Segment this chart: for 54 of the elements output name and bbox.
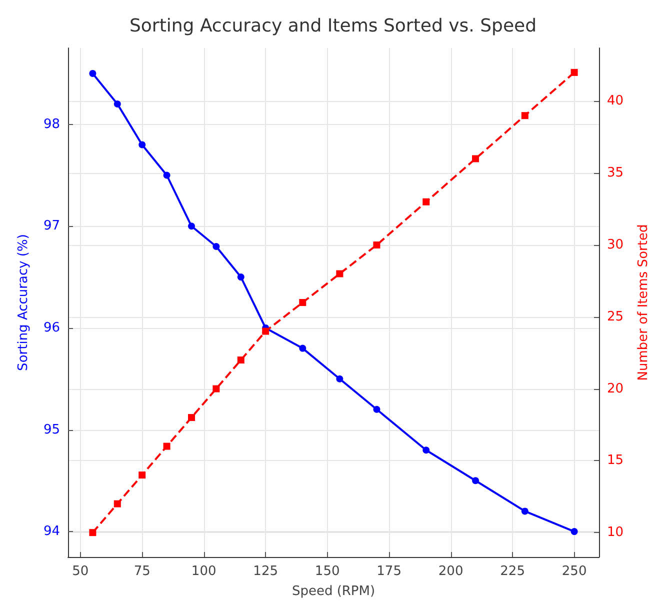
point bbox=[336, 270, 344, 278]
x-tick-label: 175 bbox=[376, 564, 402, 579]
x-tick-label: 125 bbox=[253, 564, 278, 579]
point bbox=[138, 472, 146, 479]
point bbox=[89, 70, 96, 77]
x-tick-label: 225 bbox=[500, 564, 525, 579]
y2-tick-label: 30 bbox=[607, 237, 624, 252]
x-tick-label: 250 bbox=[562, 564, 587, 579]
point bbox=[336, 375, 344, 382]
point bbox=[570, 68, 578, 76]
point bbox=[422, 198, 430, 206]
point bbox=[262, 328, 270, 335]
point bbox=[188, 414, 195, 422]
x-tick-label: 100 bbox=[191, 564, 216, 579]
point bbox=[570, 528, 578, 536]
point bbox=[299, 344, 306, 352]
y-tick-label: 96 bbox=[43, 320, 60, 336]
point bbox=[422, 446, 430, 454]
point bbox=[521, 112, 528, 120]
x-axis-title: Speed (RPM) bbox=[292, 584, 376, 599]
point bbox=[373, 241, 380, 248]
y2-tick-label: 15 bbox=[607, 453, 624, 468]
point bbox=[188, 222, 195, 230]
x-tick-label: 200 bbox=[438, 564, 464, 579]
point bbox=[472, 477, 480, 484]
point bbox=[237, 274, 244, 281]
point bbox=[521, 508, 528, 515]
y2-tick-label: 25 bbox=[607, 309, 624, 324]
point bbox=[89, 529, 96, 536]
y-tick-label: 98 bbox=[43, 116, 60, 132]
y-tick-label: 94 bbox=[43, 524, 60, 540]
point bbox=[114, 100, 121, 108]
y-axis-title: Sorting Accuracy (%) bbox=[16, 234, 31, 371]
point bbox=[373, 406, 380, 413]
point bbox=[472, 155, 480, 162]
point bbox=[212, 385, 220, 392]
x-tick-label: 50 bbox=[72, 564, 89, 579]
y-tick-label: 97 bbox=[43, 218, 60, 234]
chart-title: Sorting Accuracy and Items Sorted vs. Speed bbox=[129, 16, 537, 36]
point bbox=[299, 299, 306, 306]
y2-axis-title: Number of Items Sorted bbox=[636, 224, 651, 381]
point bbox=[163, 442, 170, 450]
y-tick-label: 95 bbox=[43, 422, 60, 438]
point bbox=[212, 243, 220, 250]
y2-tick-label: 20 bbox=[607, 381, 624, 396]
x-tick-label: 75 bbox=[134, 564, 150, 579]
point bbox=[163, 172, 170, 179]
y2-tick-label: 10 bbox=[607, 525, 624, 540]
y2-tick-label: 35 bbox=[607, 166, 624, 181]
x-tick-label: 150 bbox=[314, 564, 340, 579]
point bbox=[138, 141, 146, 148]
point bbox=[237, 356, 244, 364]
point bbox=[114, 500, 121, 508]
y2-tick-label: 40 bbox=[607, 94, 624, 109]
